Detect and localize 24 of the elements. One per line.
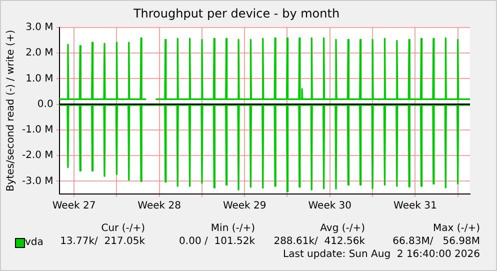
x-tick-label: Week 29 bbox=[222, 200, 266, 212]
y-tick-label: -3.0 M bbox=[22, 176, 54, 187]
text: 66.83M/ 56.98M bbox=[392, 236, 480, 247]
text: 0.00 / 101.52k bbox=[179, 236, 255, 247]
text: Avg (-/+) bbox=[320, 223, 365, 234]
text: 288.61k/ 412.56k bbox=[274, 236, 365, 247]
x-tick-label: Week 28 bbox=[138, 200, 181, 212]
x-tick-label: Week 30 bbox=[308, 200, 352, 212]
x-tick-label: Week 27 bbox=[52, 200, 96, 212]
y-tick-label: 2.0 M bbox=[26, 48, 54, 59]
text: Min (-/+) bbox=[210, 223, 255, 234]
text: Cur (-/+) bbox=[101, 223, 145, 234]
y-tick-label: 1.0 M bbox=[26, 73, 54, 84]
text: Max (-/+) bbox=[432, 223, 480, 234]
x-tick-label: Week 31 bbox=[394, 200, 437, 212]
legend-label: vda bbox=[25, 237, 44, 248]
y-tick-label: -2.0 M bbox=[22, 150, 54, 162]
text: 13.77k/ 217.05k bbox=[60, 236, 145, 247]
text: Last update: Sun Aug 2 16:40:00 2026 bbox=[283, 249, 480, 260]
y-axis-title: Bytes/second read (-) / write (+) bbox=[6, 30, 17, 192]
y-tick-label: -1.0 M bbox=[22, 124, 54, 136]
chart-title: Throughput per device - by month bbox=[132, 6, 340, 20]
y-tick-label: 0.0 bbox=[37, 98, 54, 110]
y-tick-label: 3.0 M bbox=[26, 22, 54, 33]
